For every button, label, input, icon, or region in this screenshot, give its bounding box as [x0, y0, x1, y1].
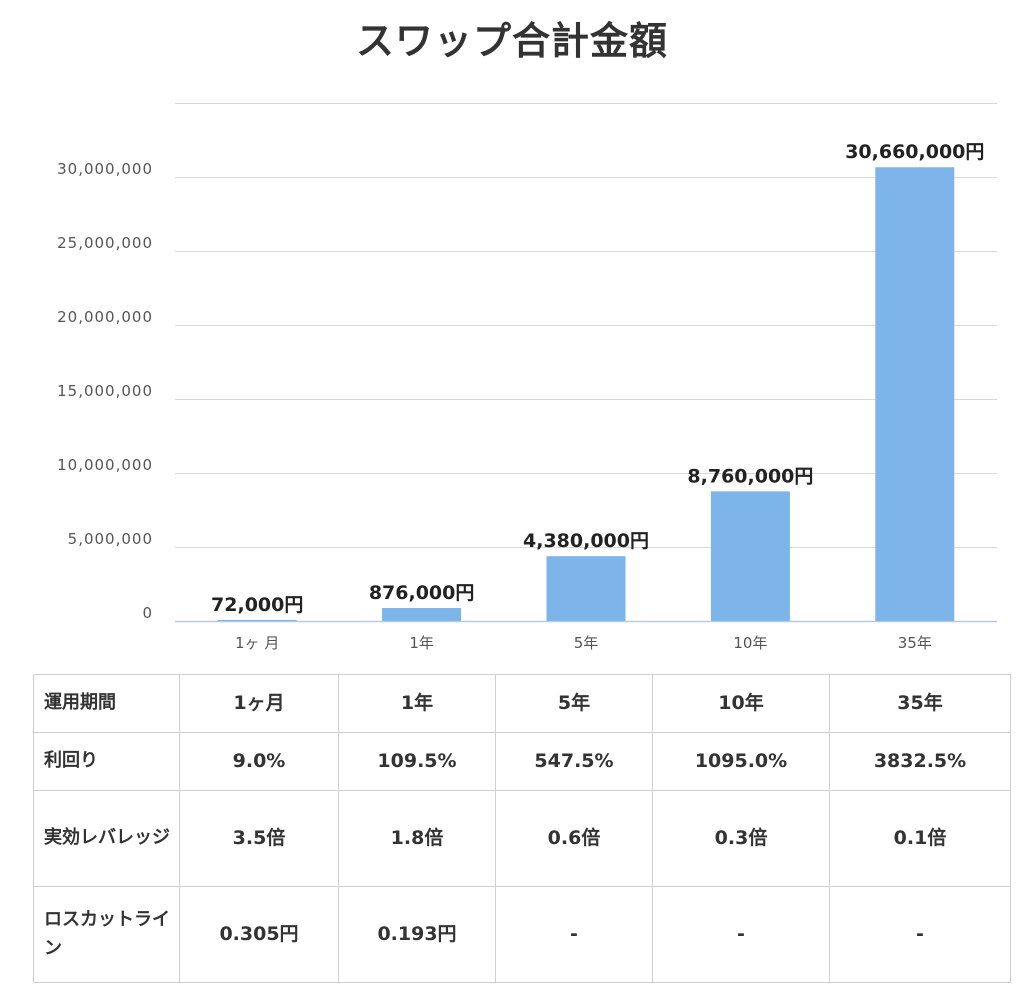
bar-chart: 0 5,000,000 10,000,000 15,000,000 20,000,000… — [57, 103, 997, 652]
table-cell: - — [652, 886, 830, 983]
table-cell: 3832.5% — [829, 732, 1011, 791]
table-cell: - — [495, 886, 653, 983]
bar — [217, 619, 297, 621]
table-row: 実効レバレッジ 3.5倍 1.8倍 0.6倍 0.3倍 0.1倍 — [33, 790, 1011, 887]
y-tick-label: 15,000,000 — [57, 382, 153, 400]
table-cell: 0.193円 — [338, 886, 496, 983]
x-tick-label: 5年 — [574, 634, 599, 652]
table-row-label: 実効レバレッジ — [33, 790, 180, 887]
y-tick-label: 5,000,000 — [68, 530, 153, 548]
table-cell: 0.305円 — [179, 886, 339, 983]
data-label: 4,380,000円 — [523, 530, 649, 552]
y-tick-label: 0 — [142, 604, 153, 622]
data-label: 72,000円 — [211, 594, 303, 616]
table-header-cell: 10年 — [652, 674, 830, 733]
table-header-row: 運用期間 1ヶ月 1年 5年 10年 35年 — [33, 674, 1011, 733]
y-tick-label: 10,000,000 — [57, 456, 153, 474]
bar — [546, 556, 626, 621]
table-cell: 0.1倍 — [829, 790, 1011, 887]
table-row-label: ロスカットライン — [33, 886, 180, 983]
table-cell: 9.0% — [179, 732, 339, 791]
summary-table: 運用期間 1ヶ月 1年 5年 10年 35年 利回り 9.0% 109.5% 5… — [33, 674, 1011, 983]
table-cell: 547.5% — [495, 732, 653, 791]
bar — [875, 167, 955, 621]
table-cell: 109.5% — [338, 732, 496, 791]
table-cell: 1095.0% — [652, 732, 830, 791]
table-row-label: 利回り — [33, 732, 180, 791]
table-header-cell: 1年 — [338, 674, 496, 733]
data-label: 8,760,000円 — [687, 465, 813, 487]
table-cell: 1.8倍 — [338, 790, 496, 887]
table-header-cell: 5年 — [495, 674, 653, 733]
x-tick-label: 10年 — [733, 634, 767, 652]
x-axis-ticks: 1ヶ 月 1年 5年 10年 35年 — [235, 634, 932, 652]
x-tick-label: 35年 — [898, 634, 932, 652]
table-header-cell: 1ヶ月 — [179, 674, 339, 733]
table-header-cell: 運用期間 — [33, 674, 180, 733]
data-label: 30,660,000円 — [845, 141, 984, 163]
table-cell: - — [829, 886, 1011, 983]
x-tick-label: 1ヶ 月 — [235, 634, 279, 652]
y-tick-label: 20,000,000 — [57, 308, 153, 326]
chart-title: スワップ合計金額 — [355, 19, 668, 63]
data-label: 876,000円 — [369, 582, 475, 604]
table-cell: 3.5倍 — [179, 790, 339, 887]
table-cell: 0.3倍 — [652, 790, 830, 887]
table-header-cell: 35年 — [829, 674, 1011, 733]
y-tick-label: 25,000,000 — [57, 234, 153, 252]
bar — [710, 491, 790, 621]
bar — [382, 608, 462, 621]
y-axis-ticks: 0 5,000,000 10,000,000 15,000,000 20,000,000… — [57, 160, 153, 622]
bars — [217, 167, 955, 621]
data-labels: 72,000円 876,000円 4,380,000円 8,760,000円 30,66… — [211, 141, 984, 616]
x-tick-label: 1年 — [409, 634, 434, 652]
y-tick-label: 30,000,000 — [57, 160, 153, 178]
table-row: 利回り 9.0% 109.5% 547.5% 1095.0% 3832.5% — [33, 732, 1011, 791]
table-row: ロスカットライン 0.305円 0.193円 - - - — [33, 886, 1011, 983]
gridlines — [175, 103, 997, 623]
table-cell: 0.6倍 — [495, 790, 653, 887]
